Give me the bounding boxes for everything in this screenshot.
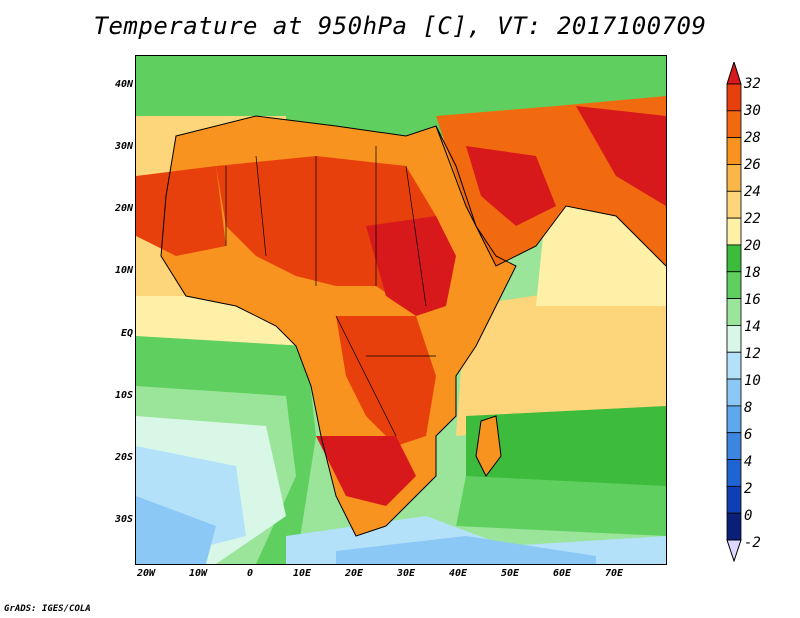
colorbar-label: 10 <box>744 373 761 389</box>
colorbar-swatch <box>726 137 742 165</box>
colorbar-swatch <box>726 83 742 112</box>
colorbar-label: 28 <box>744 130 761 146</box>
lat-label-20n: 20N <box>114 203 133 214</box>
lon-label-20w: 20W <box>136 568 156 579</box>
colorbar-swatch <box>726 378 742 407</box>
colorbar-swatch <box>726 190 742 219</box>
colorbar-swatch <box>726 405 742 434</box>
colorbar-label: 18 <box>744 265 761 281</box>
colorbar-swatch <box>726 485 742 514</box>
colorbar-swatches <box>726 60 742 563</box>
colorbar-label: 32 <box>744 76 761 92</box>
colorbar-label: 30 <box>744 103 761 119</box>
colorbar-arrow-top <box>726 60 742 85</box>
colorbar-swatch <box>726 432 742 460</box>
lon-label-50e: 50E <box>500 568 520 579</box>
lon-label-10w: 10W <box>188 568 208 579</box>
colorbar-label: 8 <box>744 400 753 416</box>
map-title: Temperature at 950hPa [C], VT: 201710070… <box>93 12 707 40</box>
lon-label-10e: 10E <box>292 568 312 579</box>
colorbar-swatch <box>726 217 742 246</box>
lat-label-40n: 40N <box>114 79 133 90</box>
colorbar-label: 20 <box>744 238 761 254</box>
colorbar-swatch <box>726 244 742 273</box>
lon-label-30e: 30E <box>396 568 416 579</box>
lon-label-40e: 40E <box>448 568 468 579</box>
lat-label-30n: 30N <box>114 141 133 152</box>
colorbar-label: 2 <box>744 481 753 497</box>
colorbar-label: 12 <box>744 346 761 362</box>
footer-credit: GrADS: IGES/COLA <box>4 604 91 614</box>
colorbar-swatch <box>726 459 742 487</box>
colorbar-swatch <box>726 512 742 541</box>
colorbar-swatch <box>726 164 742 192</box>
lon-label-20e: 20E <box>344 568 364 579</box>
colorbar-swatch <box>726 325 742 353</box>
colorbar-label: 4 <box>744 454 753 470</box>
colorbar-label: 0 <box>744 508 753 524</box>
colorbar-swatch <box>726 271 742 299</box>
colorbar-swatch <box>726 110 742 139</box>
lat-label-10n: 10N <box>114 265 133 276</box>
temperature-field <box>136 56 666 564</box>
colorbar-label: 16 <box>744 292 761 308</box>
lon-label-70e: 70E <box>604 568 624 579</box>
colorbar-label: 6 <box>744 427 753 443</box>
colorbar <box>726 60 742 566</box>
colorbar-arrow-bottom <box>726 539 742 563</box>
colorbar-label: 26 <box>744 157 761 173</box>
colorbar-label: 24 <box>744 184 761 200</box>
colorbar-swatch <box>726 351 742 380</box>
lat-label-20s: 20S <box>114 452 133 463</box>
colorbar-swatch <box>726 298 742 326</box>
lat-label-30s: 30S <box>114 514 133 525</box>
colorbar-label: 14 <box>744 319 761 335</box>
colorbar-label: 22 <box>744 211 761 227</box>
lat-label-10s: 10S <box>114 390 133 401</box>
lon-label-60e: 60E <box>552 568 572 579</box>
colorbar-label: -2 <box>744 535 761 551</box>
lat-label-eq: EQ <box>120 328 133 339</box>
temperature-map <box>135 55 667 565</box>
lon-label-0: 0 <box>246 568 254 579</box>
